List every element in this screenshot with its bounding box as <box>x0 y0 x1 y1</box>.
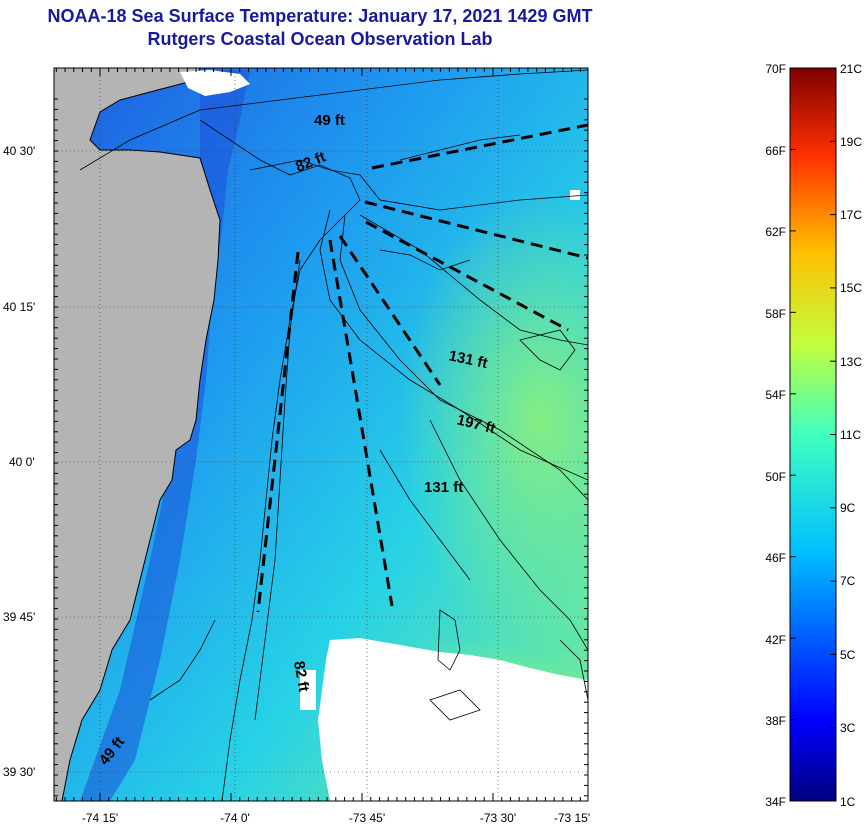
lon-label: -73 15' <box>554 811 590 825</box>
colorbar-f-label: 38F <box>765 714 786 728</box>
depth-label: 131 ft <box>424 479 463 496</box>
depth-label: 49 ft <box>314 112 345 129</box>
colorbar-f-label: 50F <box>765 470 786 484</box>
colorbar-f-label: 66F <box>765 144 786 158</box>
map-frame <box>53 67 589 802</box>
colorbar-c-label: 15C <box>840 281 862 295</box>
colorbar-c-label: 17C <box>840 208 862 222</box>
map-title: NOAA-18 Sea Surface Temperature: January… <box>47 6 593 26</box>
colorbar-f-label: 46F <box>765 551 786 565</box>
lat-label: 40 0' <box>9 455 35 469</box>
map-subtitle: Rutgers Coastal Ocean Observation Lab <box>147 29 493 49</box>
lat-label: 39 45' <box>3 610 35 624</box>
colorbar-c-label: 3C <box>840 721 856 735</box>
lat-label: 40 15' <box>3 300 35 314</box>
cloud-area <box>318 638 588 801</box>
colorbar-c-label: 21C <box>840 62 862 76</box>
colorbar-c-label: 9C <box>840 501 856 515</box>
temperature-colorbar <box>789 67 837 802</box>
colorbar-c-label: 13C <box>840 355 862 369</box>
lat-label: 39 30' <box>3 765 35 779</box>
colorbar-c-label: 1C <box>840 795 856 809</box>
colorbar-c-label: 11C <box>840 428 861 442</box>
colorbar-f-label: 34F <box>765 795 786 809</box>
lat-label: 40 30' <box>3 144 35 158</box>
colorbar-ticks <box>790 67 836 802</box>
colorbar-f-label: 54F <box>765 388 786 402</box>
colorbar-c-label: 5C <box>840 648 856 662</box>
bathymetry-contours <box>79 69 588 801</box>
colorbar-f-label: 42F <box>765 633 786 647</box>
depth-label: 82 ft <box>290 660 312 693</box>
lon-label: -74 0' <box>220 811 250 825</box>
graticule <box>54 68 588 801</box>
colorbar-f-label: 62F <box>765 225 786 239</box>
axis-ticks <box>54 68 588 801</box>
shipping-lanes <box>256 123 588 613</box>
land-mass <box>54 68 221 801</box>
colorbar-f-label: 58F <box>765 307 786 321</box>
colorbar-f-label: 70F <box>765 62 786 76</box>
lon-label: -73 45' <box>349 811 385 825</box>
colorbar-c-label: 7C <box>840 574 856 588</box>
colorbar-c-label: 19C <box>840 135 862 149</box>
lon-label: -74 15' <box>82 811 118 825</box>
lon-label: -73 30' <box>480 811 516 825</box>
